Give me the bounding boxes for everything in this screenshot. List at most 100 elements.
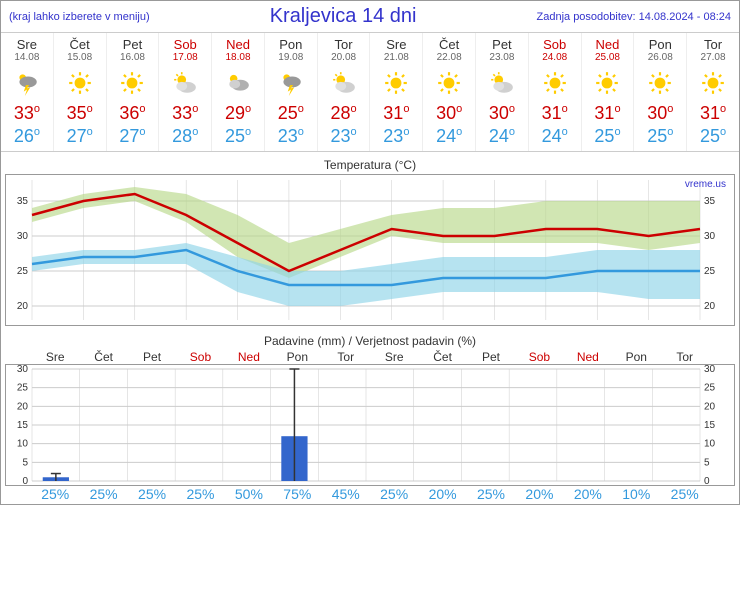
day-date: 24.08	[529, 52, 581, 63]
precip-chart-title: Padavine (mm) / Verjetnost padavin (%)	[5, 334, 735, 348]
temp-high: 31o	[582, 103, 634, 124]
precip-probability: 25%	[31, 486, 79, 502]
precip-day-label: Tor	[660, 350, 708, 364]
weather-icon	[529, 67, 581, 99]
weather-icon	[476, 67, 528, 99]
day-date: 26.08	[634, 52, 686, 63]
svg-text:0: 0	[22, 476, 28, 485]
svg-text:15: 15	[17, 420, 29, 431]
day-date: 23.08	[476, 52, 528, 63]
temp-low: 25o	[634, 126, 686, 147]
weather-icon	[159, 67, 211, 99]
day-name: Pet	[107, 37, 159, 52]
day-column[interactable]: Čet15.0835o27o	[54, 33, 107, 151]
day-column[interactable]: Ned25.0831o25o	[582, 33, 635, 151]
precip-day-label: Pon	[612, 350, 660, 364]
temperature-chart: vreme.us 2020252530303535	[5, 174, 735, 326]
svg-text:30: 30	[704, 231, 716, 242]
day-column[interactable]: Pon19.0825o23o	[265, 33, 318, 151]
probability-row: 25%25%25%25%50%75%45%25%20%25%20%20%10%2…	[5, 486, 735, 502]
precip-day-label: Tor	[322, 350, 370, 364]
temp-high: 31o	[529, 103, 581, 124]
precip-day-label: Ned	[225, 350, 273, 364]
day-name: Sre	[1, 37, 53, 52]
temp-high: 36o	[107, 103, 159, 124]
last-update: Zadnja posodobitev: 14.08.2024 - 08:24	[537, 11, 731, 23]
svg-text:35: 35	[17, 196, 29, 207]
weather-icon	[582, 67, 634, 99]
svg-text:20: 20	[704, 401, 716, 412]
precip-day-label: Pet	[128, 350, 176, 364]
precip-probability: 75%	[273, 486, 321, 502]
temp-low: 24o	[529, 126, 581, 147]
day-name: Čet	[54, 37, 106, 52]
day-name: Pon	[634, 37, 686, 52]
precip-probability: 20%	[564, 486, 612, 502]
temp-low: 27o	[107, 126, 159, 147]
precip-probability: 45%	[322, 486, 370, 502]
day-name: Sob	[529, 37, 581, 52]
weather-icon	[1, 67, 53, 99]
precip-day-label: Sob	[515, 350, 563, 364]
day-column[interactable]: Pet16.08 36o27o	[107, 33, 160, 151]
day-column[interactable]: Sre14.08 33o26o	[1, 33, 54, 151]
temp-high: 33o	[159, 103, 211, 124]
svg-text:25: 25	[704, 383, 716, 394]
precip-probability: 25%	[79, 486, 127, 502]
day-column[interactable]: Sre21.0831o23o	[370, 33, 423, 151]
temp-low: 28o	[159, 126, 211, 147]
svg-text:30: 30	[17, 365, 29, 375]
day-date: 16.08	[107, 52, 159, 63]
temp-low: 27o	[54, 126, 106, 147]
temp-high: 29o	[212, 103, 264, 124]
day-date: 22.08	[423, 52, 475, 63]
day-date: 19.08	[265, 52, 317, 63]
precipitation-chart: 005510101515202025253030	[5, 364, 735, 486]
day-date: 15.08	[54, 52, 106, 63]
page-title: Kraljevica 14 dni	[270, 5, 417, 28]
precipitation-svg: 005510101515202025253030	[6, 365, 726, 485]
precip-probability: 25%	[370, 486, 418, 502]
temp-low: 26o	[1, 126, 53, 147]
day-column[interactable]: Sob17.0833o28o	[159, 33, 212, 151]
svg-text:20: 20	[17, 401, 29, 412]
day-column[interactable]: Tor20.0828o23o	[318, 33, 371, 151]
svg-text:10: 10	[704, 439, 716, 450]
svg-text:0: 0	[704, 476, 710, 485]
day-column[interactable]: Tor27.0831o25o	[687, 33, 739, 151]
day-name: Pet	[476, 37, 528, 52]
precip-probability: 10%	[612, 486, 660, 502]
weather-icon	[687, 67, 739, 99]
day-column[interactable]: Pon26.0830o25o	[634, 33, 687, 151]
svg-text:20: 20	[17, 301, 29, 312]
temp-high: 33o	[1, 103, 53, 124]
temp-high: 28o	[318, 103, 370, 124]
precip-day-label: Ned	[564, 350, 612, 364]
svg-text:25: 25	[704, 266, 716, 277]
precip-day-label: Pet	[467, 350, 515, 364]
svg-text:30: 30	[704, 365, 716, 375]
precip-probability: 25%	[467, 486, 515, 502]
temp-high: 30o	[423, 103, 475, 124]
precip-day-label: Sob	[176, 350, 224, 364]
temp-low: 24o	[423, 126, 475, 147]
weather-icon	[634, 67, 686, 99]
day-date: 20.08	[318, 52, 370, 63]
svg-text:10: 10	[17, 439, 29, 450]
temp-low: 24o	[476, 126, 528, 147]
weather-icon	[107, 67, 159, 99]
temp-high: 31o	[370, 103, 422, 124]
temp-low: 25o	[687, 126, 739, 147]
temperature-svg: 2020252530303535	[6, 175, 726, 325]
day-column[interactable]: Pet23.0830o24o	[476, 33, 529, 151]
day-name: Čet	[423, 37, 475, 52]
precip-probability: 20%	[515, 486, 563, 502]
day-column[interactable]: Čet22.08 30o24o	[423, 33, 476, 151]
day-column[interactable]: Ned18.0829o25o	[212, 33, 265, 151]
temp-low: 25o	[582, 126, 634, 147]
day-date: 14.08	[1, 52, 53, 63]
precip-probability: 25%	[176, 486, 224, 502]
svg-text:20: 20	[704, 301, 716, 312]
temperature-section: Temperatura (°C) vreme.us 20202525303035…	[1, 152, 739, 328]
day-column[interactable]: Sob24.08 31o24o	[529, 33, 582, 151]
